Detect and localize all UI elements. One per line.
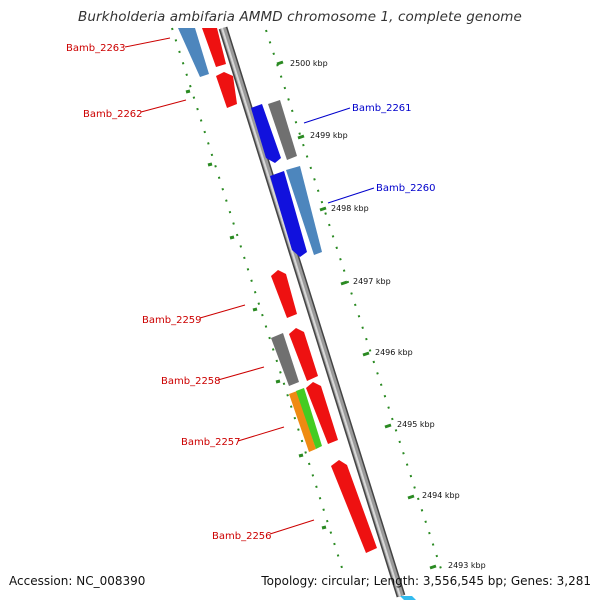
feature-red-2259 — [271, 270, 297, 318]
gene-label-bamb-2260: Bamb_2260 — [376, 183, 436, 194]
feature-gray-2 — [271, 333, 299, 386]
leader-lines — [124, 37, 375, 535]
feature-blue-2260 — [270, 171, 307, 257]
map-title: Burkholderia ambifaria AMMD chromosome 1… — [78, 9, 522, 25]
genome-summary-text: Topology: circular; Length: 3,556,545 bp… — [261, 574, 591, 588]
gene-label-bamb-2261: Bamb_2261 — [352, 103, 412, 114]
tick-label-2499: 2499 kbp — [310, 131, 348, 140]
feature-steel-1 — [178, 28, 209, 77]
feature-orange — [289, 391, 316, 452]
gene-label-bamb-2258: Bamb_2258 — [161, 376, 221, 387]
inner-major-ticks — [185, 89, 327, 530]
feature-gray-1 — [268, 100, 297, 160]
gene-label-bamb-2257: Bamb_2257 — [181, 437, 241, 448]
feature-red-2262 — [216, 72, 237, 108]
feature-blue-2261 — [251, 104, 281, 163]
feature-red-2263 — [202, 28, 226, 67]
major-ticks — [276, 60, 437, 570]
backbone-end-cyan — [400, 596, 416, 600]
tick-label-2498: 2498 kbp — [331, 204, 369, 213]
gene-label-bamb-2263: Bamb_2263 — [66, 43, 126, 54]
tick-label-2497: 2497 kbp — [353, 277, 391, 286]
feature-red-2257 — [306, 382, 338, 444]
backbone-highlight — [221, 27, 401, 597]
tick-label-2496: 2496 kbp — [375, 348, 413, 357]
tick-label-2493: 2493 kbp — [448, 561, 486, 570]
gene-label-bamb-2262: Bamb_2262 — [83, 109, 143, 120]
gene-label-bamb-2256: Bamb_2256 — [212, 531, 272, 542]
feature-red-2256 — [331, 460, 377, 553]
tick-label-2495: 2495 kbp — [397, 420, 435, 429]
feature-steel-2 — [286, 166, 322, 255]
tick-label-2500: 2500 kbp — [290, 59, 328, 68]
tick-label-2494: 2494 kbp — [422, 491, 460, 500]
feature-red-2258 — [289, 328, 318, 381]
accession-text: Accession: NC_008390 — [9, 574, 146, 588]
feature-green — [296, 388, 322, 449]
gene-label-bamb-2259: Bamb_2259 — [142, 315, 202, 326]
